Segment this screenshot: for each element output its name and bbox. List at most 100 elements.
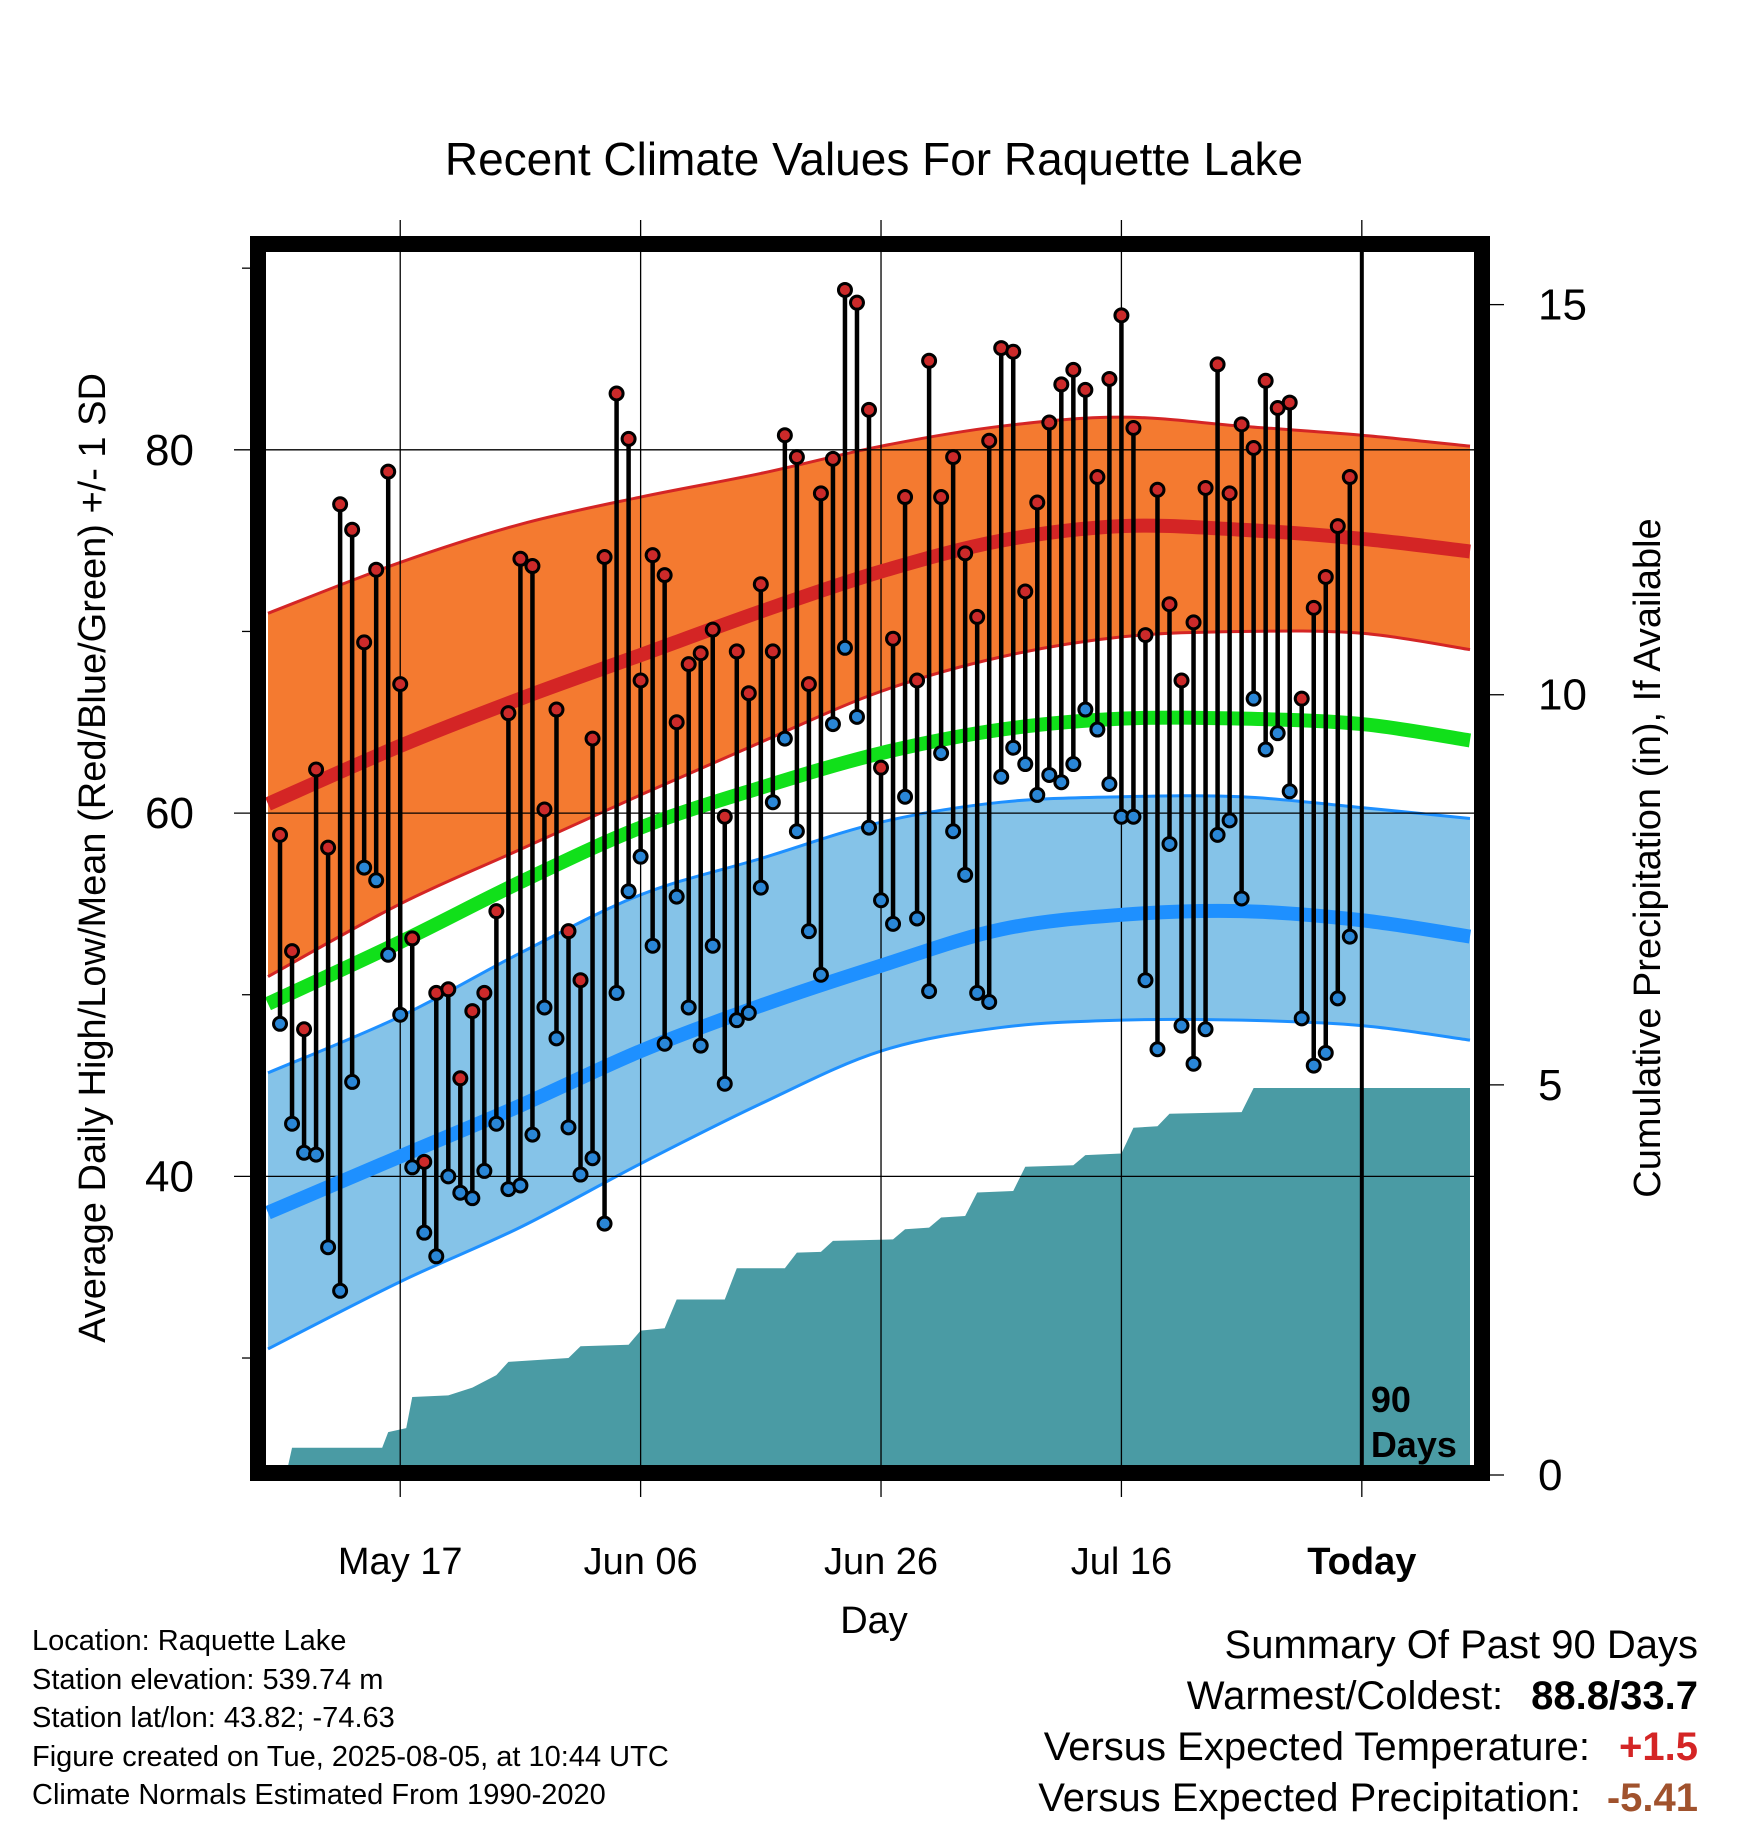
normals-text: Climate Normals Estimated From 1990-2020 bbox=[32, 1779, 606, 1811]
high-point bbox=[380, 463, 397, 480]
low-point bbox=[536, 999, 553, 1016]
low-point bbox=[368, 872, 385, 889]
low-point bbox=[848, 708, 865, 725]
high-point bbox=[812, 485, 829, 502]
x-tick-label: Jun 26 bbox=[824, 1541, 938, 1583]
low-point bbox=[1209, 826, 1226, 843]
x-tick-label: Jul 16 bbox=[1071, 1541, 1172, 1583]
high-point bbox=[1281, 394, 1298, 411]
high-point bbox=[1245, 439, 1262, 456]
x-tick-label: Today bbox=[1307, 1541, 1416, 1583]
high-point bbox=[1149, 481, 1166, 498]
low-point bbox=[548, 1030, 565, 1047]
low-point bbox=[1077, 701, 1094, 718]
high-point bbox=[512, 550, 529, 567]
high-point bbox=[644, 547, 661, 564]
low-point bbox=[1017, 756, 1034, 773]
high-point bbox=[1317, 568, 1334, 585]
low-point bbox=[969, 984, 986, 1001]
high-point bbox=[608, 385, 625, 402]
low-point bbox=[380, 946, 397, 963]
temp-label: Versus Expected Temperature: bbox=[1043, 1725, 1590, 1769]
low-point bbox=[752, 879, 769, 896]
low-point bbox=[1269, 725, 1286, 742]
low-point bbox=[668, 888, 685, 905]
high-point bbox=[548, 701, 565, 718]
today-marker-days-count: 90 bbox=[1371, 1379, 1411, 1420]
elevation-text: Station elevation: 539.74 m bbox=[32, 1663, 384, 1696]
low-point bbox=[1041, 766, 1058, 783]
low-point bbox=[885, 915, 902, 932]
y-tick-label: 80 bbox=[145, 426, 194, 475]
low-point bbox=[933, 745, 950, 762]
low-point bbox=[644, 937, 661, 954]
low-point bbox=[572, 1166, 589, 1183]
low-point bbox=[524, 1126, 541, 1143]
x-axis-tick-labels: May 17 Jun 06 Jun 26 Jul 16 Today bbox=[338, 1541, 1416, 1583]
today-marker-days-label: Days bbox=[1371, 1424, 1457, 1465]
high-point bbox=[332, 496, 349, 513]
low-lower-edge bbox=[267, 1017, 1471, 1351]
low-point bbox=[476, 1162, 493, 1179]
high-sd-band bbox=[268, 417, 1470, 977]
station-info: Location: Raquette Lake Station elevatio… bbox=[32, 1622, 669, 1815]
low-point bbox=[308, 1146, 325, 1163]
high-point bbox=[800, 676, 817, 693]
low-point bbox=[320, 1239, 337, 1256]
low-point bbox=[1341, 928, 1358, 945]
y2-axis-tick-labels: 0 5 10 15 bbox=[1538, 281, 1587, 1500]
high-point bbox=[656, 567, 673, 584]
temp-value: +1.5 bbox=[1619, 1725, 1698, 1769]
high-point bbox=[296, 1021, 313, 1038]
high-point bbox=[1041, 414, 1058, 431]
low-point bbox=[1257, 741, 1274, 758]
high-point bbox=[1053, 376, 1070, 393]
high-point bbox=[1173, 672, 1190, 689]
low-point bbox=[692, 1037, 709, 1054]
chart-title: Recent Climate Values For Raquette Lake bbox=[445, 133, 1303, 185]
precip-label: Versus Expected Precipitation: bbox=[1038, 1776, 1581, 1820]
high-point bbox=[1017, 583, 1034, 600]
low-point bbox=[680, 999, 697, 1016]
low-point bbox=[800, 923, 817, 940]
low-point bbox=[812, 966, 829, 983]
summary-panel: Summary Of Past 90 Days Warmest/Coldest:… bbox=[1038, 1620, 1698, 1824]
high-point bbox=[1065, 361, 1082, 378]
y2-tick-label: 0 bbox=[1538, 1451, 1562, 1500]
low-point bbox=[272, 1015, 289, 1032]
low-point bbox=[861, 819, 877, 836]
high-point bbox=[272, 826, 289, 843]
low-normal-line bbox=[265, 903, 1472, 1220]
low-point bbox=[993, 768, 1010, 785]
low-point bbox=[1197, 1021, 1214, 1038]
summary-temp: Versus Expected Temperature: +1.5 bbox=[1038, 1722, 1698, 1773]
low-point bbox=[632, 848, 649, 865]
low-point bbox=[716, 1075, 733, 1092]
high-point bbox=[404, 930, 421, 947]
low-point bbox=[440, 1168, 457, 1185]
low-point bbox=[945, 823, 962, 840]
low-point bbox=[428, 1248, 445, 1265]
summary-title: Summary Of Past 90 Days bbox=[1224, 1623, 1698, 1667]
high-point bbox=[933, 489, 950, 506]
low-point bbox=[740, 1004, 757, 1021]
low-point bbox=[1317, 1044, 1334, 1061]
precip-value: -5.41 bbox=[1606, 1776, 1698, 1820]
low-point bbox=[1245, 690, 1262, 707]
high-point bbox=[1221, 485, 1238, 502]
warm-cold-label: Warmest/Coldest: bbox=[1186, 1674, 1504, 1718]
y2-tick-label: 5 bbox=[1538, 1061, 1562, 1110]
high-point bbox=[897, 489, 914, 506]
high-point bbox=[1077, 381, 1094, 398]
low-point bbox=[1053, 774, 1070, 791]
low-point bbox=[1137, 972, 1154, 989]
summary-warm-cold: Warmest/Coldest: 88.8/33.7 bbox=[1038, 1671, 1698, 1722]
low-point bbox=[656, 1035, 673, 1052]
low-point bbox=[356, 859, 373, 876]
x-tick-label: Jun 06 bbox=[584, 1541, 698, 1583]
low-point bbox=[1005, 739, 1022, 756]
low-point bbox=[921, 983, 938, 1000]
high-point bbox=[909, 672, 926, 689]
high-point bbox=[848, 294, 865, 311]
high-point bbox=[356, 634, 373, 651]
